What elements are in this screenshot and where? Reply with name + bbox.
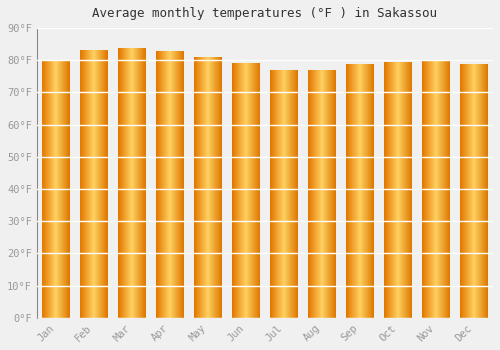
Title: Average monthly temperatures (°F ) in Sakassou: Average monthly temperatures (°F ) in Sa…: [92, 7, 438, 20]
